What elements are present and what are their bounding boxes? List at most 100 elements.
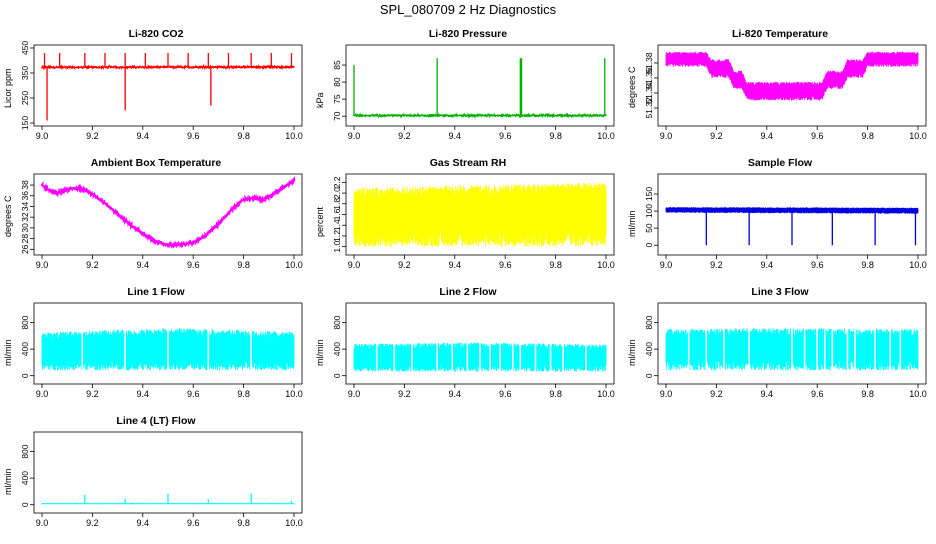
x-tick-label: 10.0 (285, 389, 303, 399)
y-tick-label: 80 (332, 77, 342, 87)
x-tick-label: 9.6 (499, 260, 512, 270)
series-sampleflow (665, 207, 919, 246)
chart-title: Li-820 Pressure (428, 28, 508, 40)
y-tick-label: 26 (20, 244, 30, 254)
chart-panel-ambient: Ambient Box Temperature degrees C 9.0 9.2 9.… (0, 157, 312, 286)
series-band (41, 503, 295, 505)
chart-svg: 9.0 9.2 9.4 9.6 9.8 10.0 70 75 80 85 (332, 44, 615, 141)
x-tick-label: 10.0 (285, 518, 303, 528)
y-tick-label: 1.4 (332, 219, 342, 231)
x-tick-label: 9.6 (811, 389, 824, 399)
x-tick-label: 9.2 (398, 389, 411, 399)
x-tick-label: 9.0 (36, 518, 49, 528)
x-tick-label: 9.8 (237, 389, 250, 399)
chart-svg: 9.0 9.2 9.4 9.6 9.8 10.0 0 400 800 (644, 302, 927, 399)
y-tick-label: 0 (20, 502, 30, 507)
series-band (41, 328, 295, 371)
x-tick-label: 9.0 (348, 260, 361, 270)
y-tick-label: 100 (644, 204, 654, 218)
plot-frame (33, 173, 303, 256)
plot-frame (345, 302, 615, 385)
chart-panel-line4: Line 4 (LT) Flow ml/min 9.0 9.2 9.4 9.6 9.8 10.… (0, 415, 312, 544)
series-co2 (41, 53, 295, 121)
y-tick-label: 0 (20, 373, 30, 378)
series-band (665, 207, 919, 214)
y-tick-label: 0 (644, 243, 654, 248)
y-tick-label: 85 (332, 60, 342, 70)
x-tick-label: 9.6 (187, 389, 200, 399)
y-tick-label: 51.32 (644, 97, 654, 119)
x-tick-label: 9.8 (237, 260, 250, 270)
y-tick-label: 400 (20, 471, 30, 485)
x-tick-label: 9.4 (761, 131, 774, 141)
x-tick-label: 10.0 (285, 260, 303, 270)
x-tick-label: 10.0 (909, 260, 927, 270)
x-tick-label: 9.0 (660, 131, 673, 141)
y-tick-label: 400 (644, 342, 654, 356)
y-tick-label: 1.8 (332, 198, 342, 210)
x-tick-label: 9.6 (499, 389, 512, 399)
chart-panel-sampleflow: Sample Flow ml/min 9.0 9.2 9.4 9.6 9.8 10.0 0 50 1… (624, 157, 936, 286)
x-tick-label: 9.8 (861, 389, 874, 399)
x-tick-label: 10.0 (597, 389, 615, 399)
x-tick-label: 9.4 (449, 131, 462, 141)
chart-title: Ambient Box Temperature (90, 157, 222, 169)
y-tick-label: 36 (20, 191, 30, 201)
y-tick-label: 38 (20, 180, 30, 190)
x-tick-label: 9.8 (861, 260, 874, 270)
chart-title: Gas Stream RH (429, 157, 507, 169)
chart-title: Line 2 Flow (439, 286, 497, 298)
x-tick-label: 9.6 (811, 131, 824, 141)
series-ambient (40, 175, 296, 249)
y-tick-label: 800 (20, 315, 30, 329)
series-line (353, 112, 607, 119)
plot-frame (345, 44, 615, 127)
x-tick-label: 9.0 (348, 131, 361, 141)
y-tick-label: 1.0 (332, 240, 342, 252)
x-tick-label: 9.8 (549, 131, 562, 141)
y-tick-label: 0 (644, 373, 654, 378)
y-tick-label: 2.2 (332, 176, 342, 188)
chart-svg: 9.0 9.2 9.4 9.6 9.8 10.0 0 50 100 150 (644, 173, 927, 270)
chart-svg: 9.0 9.2 9.4 9.6 9.8 10.0 150 250 350 450 (20, 41, 303, 141)
y-tick-label: 800 (332, 315, 342, 329)
y-tick-label: 350 (20, 66, 30, 80)
y-tick-label: 800 (20, 444, 30, 458)
x-tick-label: 9.2 (86, 518, 99, 528)
x-tick-label: 9.8 (549, 389, 562, 399)
x-tick-label: 10.0 (597, 131, 615, 141)
chart-panel-line1: Line 1 Flow ml/min 9.0 9.2 9.4 9.6 9.8 10.0 0 400… (0, 286, 312, 415)
chart-svg: 9.0 9.2 9.4 9.6 9.8 10.0 0 400 800 (20, 302, 303, 399)
y-tick-label: 34 (20, 201, 30, 211)
plot-frame (33, 44, 303, 127)
x-tick-label: 9.2 (86, 131, 99, 141)
plot-frame (657, 173, 927, 256)
y-tick-label: 32 (20, 212, 30, 222)
y-tick-label: 450 (20, 41, 30, 55)
chart-panel-line2: Line 2 Flow ml/min 9.0 9.2 9.4 9.6 9.8 10.0 0 400… (312, 286, 624, 415)
x-tick-label: 9.0 (36, 131, 49, 141)
y-tick-label: 150 (20, 116, 30, 130)
y-tick-label: 1.6 (332, 208, 342, 220)
x-tick-label: 10.0 (597, 260, 615, 270)
x-tick-label: 9.2 (86, 260, 99, 270)
y-tick-label: 800 (644, 315, 654, 329)
x-tick-label: 9.2 (86, 389, 99, 399)
x-tick-label: 9.2 (398, 260, 411, 270)
chart-title: Li-820 CO2 (128, 28, 184, 40)
x-tick-label: 9.2 (710, 260, 723, 270)
y-tick-label: 1.2 (332, 230, 342, 242)
x-tick-label: 9.4 (137, 260, 150, 270)
y-tick-label: 0 (332, 373, 342, 378)
series-band (353, 182, 607, 247)
series-temperature (665, 51, 919, 101)
chart-panel-rh: Gas Stream RH percent 9.0 9.2 9.4 9.6 9.8 10.0 1… (312, 157, 624, 286)
chart-panel-pressure: Li-820 Pressure kPa 9.0 9.2 9.4 9.6 9.8 10.0 70 7… (312, 28, 624, 157)
x-tick-label: 9.8 (549, 260, 562, 270)
x-tick-label: 9.0 (348, 389, 361, 399)
y-tick-label: 250 (20, 91, 30, 105)
chart-panel-temperature: Li-820 Temperature degrees C 9.0 9.2 9.4 9.6 9… (624, 28, 936, 157)
y-tick-label: 51.34 (644, 82, 654, 104)
